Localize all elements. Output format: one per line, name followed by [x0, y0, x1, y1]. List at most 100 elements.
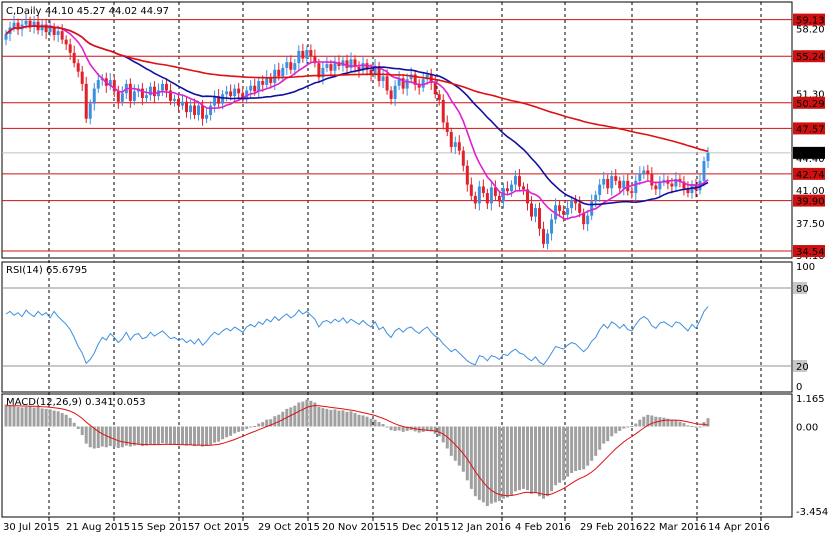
- candle-body: [634, 180, 638, 194]
- macd-histogram-bar: [136, 426, 140, 445]
- macd-histogram-bar: [365, 416, 369, 427]
- time-tick-label: 22 Mar 2016: [643, 522, 706, 533]
- candle: [606, 174, 610, 194]
- candle: [441, 94, 445, 130]
- macd-histogram-bar: [610, 426, 614, 437]
- candle-body: [401, 78, 405, 89]
- candle-body: [193, 105, 197, 115]
- candle: [445, 115, 449, 137]
- macd-histogram-bar: [373, 419, 377, 427]
- candle: [76, 58, 80, 78]
- macd-histogram-bar: [646, 414, 650, 427]
- macd-histogram-bar: [201, 426, 205, 447]
- candle-body: [253, 85, 257, 92]
- level-tag-label: 50.29: [796, 99, 825, 110]
- macd-histogram-bar: [313, 402, 317, 427]
- candle-body: [618, 180, 622, 189]
- macd-histogram-bar: [521, 426, 525, 489]
- candle: [305, 45, 309, 65]
- candle-body: [670, 183, 674, 187]
- macd-histogram-bar: [120, 426, 124, 448]
- candle-body: [473, 195, 477, 204]
- candle-body: [433, 82, 437, 95]
- candle-body: [542, 228, 546, 244]
- candle: [172, 94, 176, 107]
- candle-body: [457, 142, 461, 151]
- candle-body: [128, 83, 132, 101]
- candle-body: [297, 50, 301, 64]
- macd-histogram-bar: [76, 426, 80, 429]
- macd-histogram-bar: [84, 426, 88, 444]
- level-tag-label: 55.24: [796, 52, 825, 63]
- candle-body: [421, 79, 425, 88]
- moving-averages: [5, 25, 709, 220]
- candle: [181, 94, 185, 110]
- macd-histogram-bar: [172, 426, 176, 445]
- candle-body: [140, 88, 144, 98]
- time-tick-label: 29 Oct 2015: [258, 522, 320, 533]
- candle-body: [570, 200, 574, 209]
- macd-histogram-bar: [678, 421, 682, 427]
- candle: [397, 71, 401, 90]
- candle-body: [481, 186, 485, 194]
- level-tag-label: 39.90: [796, 197, 825, 208]
- macd-histogram-bar: [626, 426, 630, 428]
- candle-body: [610, 176, 614, 189]
- rsi-panel[interactable]: 100 80 20 0: [2, 262, 815, 393]
- price-tick-label: 37.50: [796, 219, 825, 230]
- candle-body: [88, 103, 92, 119]
- macd-histogram-bar: [341, 410, 345, 427]
- candle-body: [313, 56, 317, 64]
- macd-histogram-bar: [558, 426, 562, 483]
- macd-histogram-bar: [217, 426, 221, 442]
- macd-histogram-bar: [124, 426, 128, 446]
- candle: [84, 76, 88, 123]
- macd-histogram-bar: [485, 426, 489, 507]
- candle-body: [16, 22, 20, 30]
- candle: [353, 55, 357, 73]
- candle-body: [437, 94, 441, 100]
- candle-body: [209, 105, 213, 115]
- candle-body: [152, 86, 156, 97]
- macd-histogram-bar: [297, 402, 301, 427]
- candle: [538, 202, 542, 236]
- candle-body: [449, 131, 453, 147]
- macd-histogram-bar: [650, 415, 654, 427]
- macd-histogram-bar: [249, 426, 253, 428]
- macd-histogram-bar: [309, 400, 313, 427]
- candlesticks[interactable]: [4, 13, 710, 250]
- candle: [389, 86, 393, 105]
- candle: [542, 221, 546, 249]
- candle-body: [225, 91, 229, 95]
- candle-body: [329, 64, 333, 71]
- candle: [140, 82, 144, 106]
- candle-body: [160, 83, 164, 91]
- macd-histogram-bar: [36, 406, 40, 427]
- macd-histogram-bar: [590, 426, 594, 461]
- candle-body: [602, 178, 606, 185]
- candle-body: [590, 201, 594, 216]
- candle-body: [60, 31, 64, 40]
- macd-histogram-bar: [225, 426, 229, 438]
- candle: [265, 70, 269, 90]
- candle-body: [80, 71, 84, 84]
- macd-histogram-bar: [20, 407, 24, 427]
- rsi-axis-label: 80: [796, 284, 809, 295]
- candle-body: [497, 195, 501, 202]
- candle: [618, 176, 622, 194]
- candle: [349, 52, 353, 73]
- candle-body: [148, 86, 152, 96]
- candle: [385, 69, 389, 95]
- macd-panel[interactable]: 1.165 0.00 -3.454: [4, 394, 829, 518]
- candle-body: [120, 93, 124, 102]
- candle-body: [345, 60, 349, 68]
- candle: [417, 79, 421, 95]
- candle: [614, 169, 618, 186]
- candle: [574, 194, 578, 211]
- macd-histogram-bar: [658, 417, 662, 427]
- candle: [189, 99, 193, 120]
- macd-histogram-bar: [96, 426, 100, 449]
- candle-body: [409, 74, 413, 80]
